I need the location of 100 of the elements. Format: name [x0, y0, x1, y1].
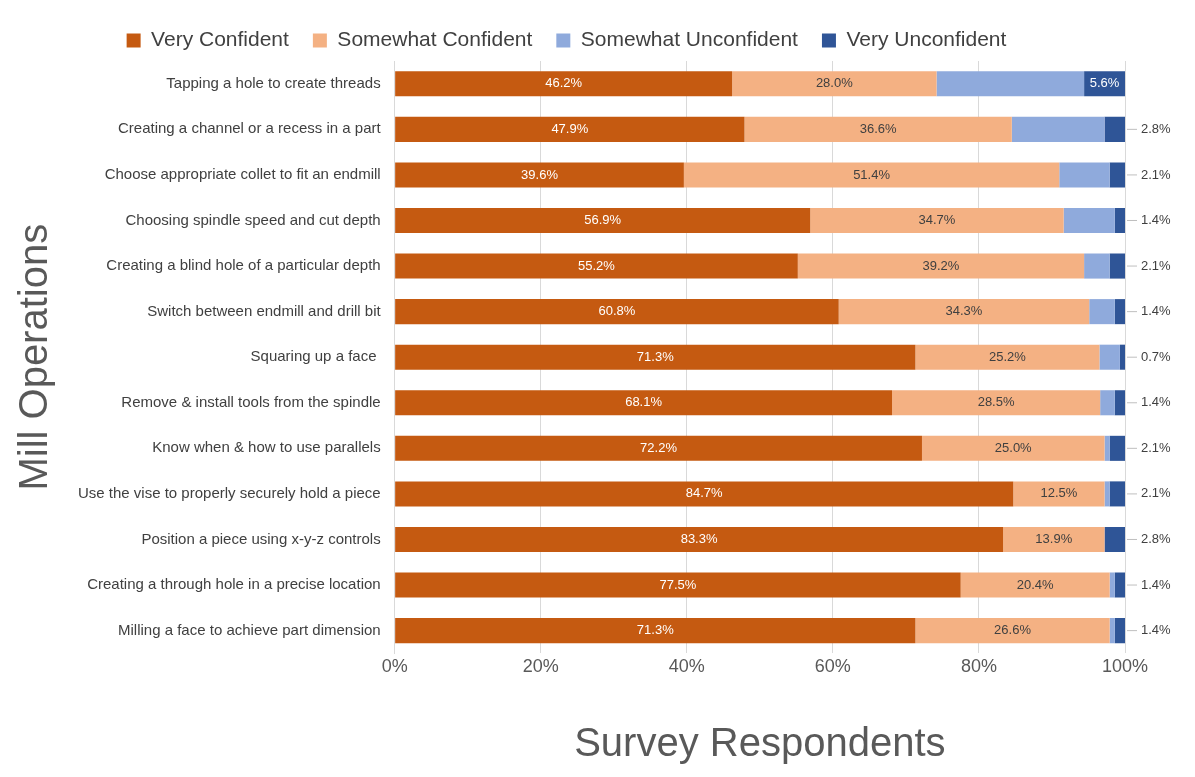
y-tick-label: Creating a blind hole of a particular depth	[106, 256, 381, 274]
bar	[395, 435, 922, 461]
bar	[1114, 618, 1125, 644]
bar	[915, 344, 1100, 370]
y-tick-label: Tapping a hole to create threads	[166, 73, 381, 91]
bar	[395, 481, 1014, 507]
bar	[1063, 207, 1115, 234]
bar	[1100, 390, 1115, 416]
bar	[395, 299, 839, 325]
bar	[395, 162, 684, 188]
bar	[683, 162, 1060, 188]
y-axis-title: Mill Operations	[11, 223, 56, 491]
x-axis-title: Survey Respondents	[574, 720, 946, 765]
data-label: 2.8%	[1141, 120, 1172, 136]
bar	[1104, 116, 1125, 142]
data-label: 1.4%	[1141, 212, 1172, 228]
data-label: 28.5%	[977, 394, 1015, 410]
data-label: 1.4%	[1141, 394, 1172, 410]
bar	[1109, 162, 1125, 188]
data-label: 26.6%	[994, 622, 1032, 638]
x-tick-label: 100%	[1101, 656, 1149, 677]
data-label: 25.2%	[988, 348, 1027, 364]
bar	[1011, 116, 1105, 142]
data-label: 1.4%	[1141, 576, 1172, 592]
y-tick-label: Use the vise to properly securely hold a piece	[77, 484, 381, 502]
data-label: 68.1%	[625, 394, 663, 410]
bar	[915, 618, 1110, 644]
legend-label: Somewhat Unconfident	[580, 27, 799, 51]
bar	[395, 71, 733, 97]
bar	[395, 344, 916, 370]
data-label: 71.3%	[636, 622, 675, 638]
y-tick-label: Position a piece using x-y-z controls	[141, 529, 381, 547]
x-tick-label: 0%	[381, 656, 408, 677]
bar	[936, 71, 1085, 97]
bar	[1114, 390, 1125, 416]
data-label: 2.1%	[1141, 166, 1172, 182]
data-label: 77.5%	[659, 576, 697, 592]
data-label: 2.1%	[1141, 485, 1172, 501]
bar	[1109, 572, 1115, 598]
data-label: 39.6%	[521, 166, 559, 182]
data-label: 56.9%	[584, 212, 622, 228]
data-label: 46.2%	[545, 75, 583, 91]
y-tick-label: Switch between endmill and drill bit	[147, 301, 382, 319]
legend-label: Somewhat Confident	[337, 27, 533, 51]
bar	[1013, 481, 1105, 507]
y-tick-label: Choose appropriate collet to fit an endmill	[104, 165, 381, 183]
data-label: 72.2%	[640, 439, 678, 455]
bar	[810, 207, 1064, 234]
bar	[1104, 435, 1110, 461]
data-label: 2.1%	[1141, 439, 1172, 455]
data-label: 47.9%	[551, 120, 589, 136]
x-tick-label: 20%	[522, 656, 559, 677]
data-label: 0.7%	[1141, 348, 1172, 364]
bar	[395, 572, 961, 598]
data-label: 2.1%	[1141, 257, 1172, 273]
bar	[1114, 299, 1125, 325]
data-label: 13.9%	[1035, 531, 1073, 547]
data-label: 60.8%	[598, 303, 636, 319]
x-tick-label: 40%	[668, 656, 705, 677]
data-label: 55.2%	[578, 257, 616, 273]
bar	[395, 618, 916, 644]
bar	[395, 253, 798, 279]
data-label: 1.4%	[1141, 303, 1172, 319]
bar	[395, 207, 811, 234]
y-tick-label: Know when & how to use parallels	[152, 438, 381, 456]
bar	[1104, 526, 1125, 553]
bar	[1099, 344, 1120, 370]
data-label: 5.6%	[1089, 75, 1120, 91]
data-label: 83.3%	[680, 531, 718, 547]
bar	[1109, 435, 1125, 461]
y-tick-label: Milling a face to achieve part dimension	[118, 620, 381, 638]
legend-label: Very Unconfident	[846, 27, 1007, 51]
bar	[395, 116, 745, 142]
bar	[744, 116, 1012, 142]
data-label: 28.0%	[815, 75, 854, 91]
data-label: 39.2%	[922, 257, 960, 273]
x-tick-label: 60%	[814, 656, 851, 677]
data-label: 12.5%	[1040, 485, 1078, 501]
data-label: 84.7%	[685, 485, 724, 501]
bar	[797, 253, 1085, 279]
y-tick-label: Remove & install tools from the spindle	[121, 392, 381, 410]
bar	[732, 71, 937, 97]
bar	[1119, 344, 1125, 370]
data-label: 25.0%	[994, 439, 1033, 455]
data-label: 1.4%	[1141, 622, 1172, 638]
data-label: 34.3%	[945, 303, 983, 319]
y-tick-label: Squaring up a face	[250, 347, 381, 365]
x-tick-label: 80%	[960, 656, 997, 677]
data-label: 2.8%	[1141, 531, 1172, 547]
y-tick-label: Creating a through hole in a precise location	[87, 575, 381, 593]
bar	[1089, 299, 1115, 325]
bar	[892, 390, 1101, 416]
data-label: 36.6%	[859, 120, 898, 136]
bar	[1109, 253, 1125, 279]
data-label: 51.4%	[853, 166, 891, 182]
y-tick-label: Choosing spindle speed and cut depth	[125, 210, 381, 228]
bar	[1114, 207, 1125, 234]
bar	[1084, 253, 1110, 279]
bar	[838, 299, 1090, 325]
bar	[1109, 618, 1115, 644]
